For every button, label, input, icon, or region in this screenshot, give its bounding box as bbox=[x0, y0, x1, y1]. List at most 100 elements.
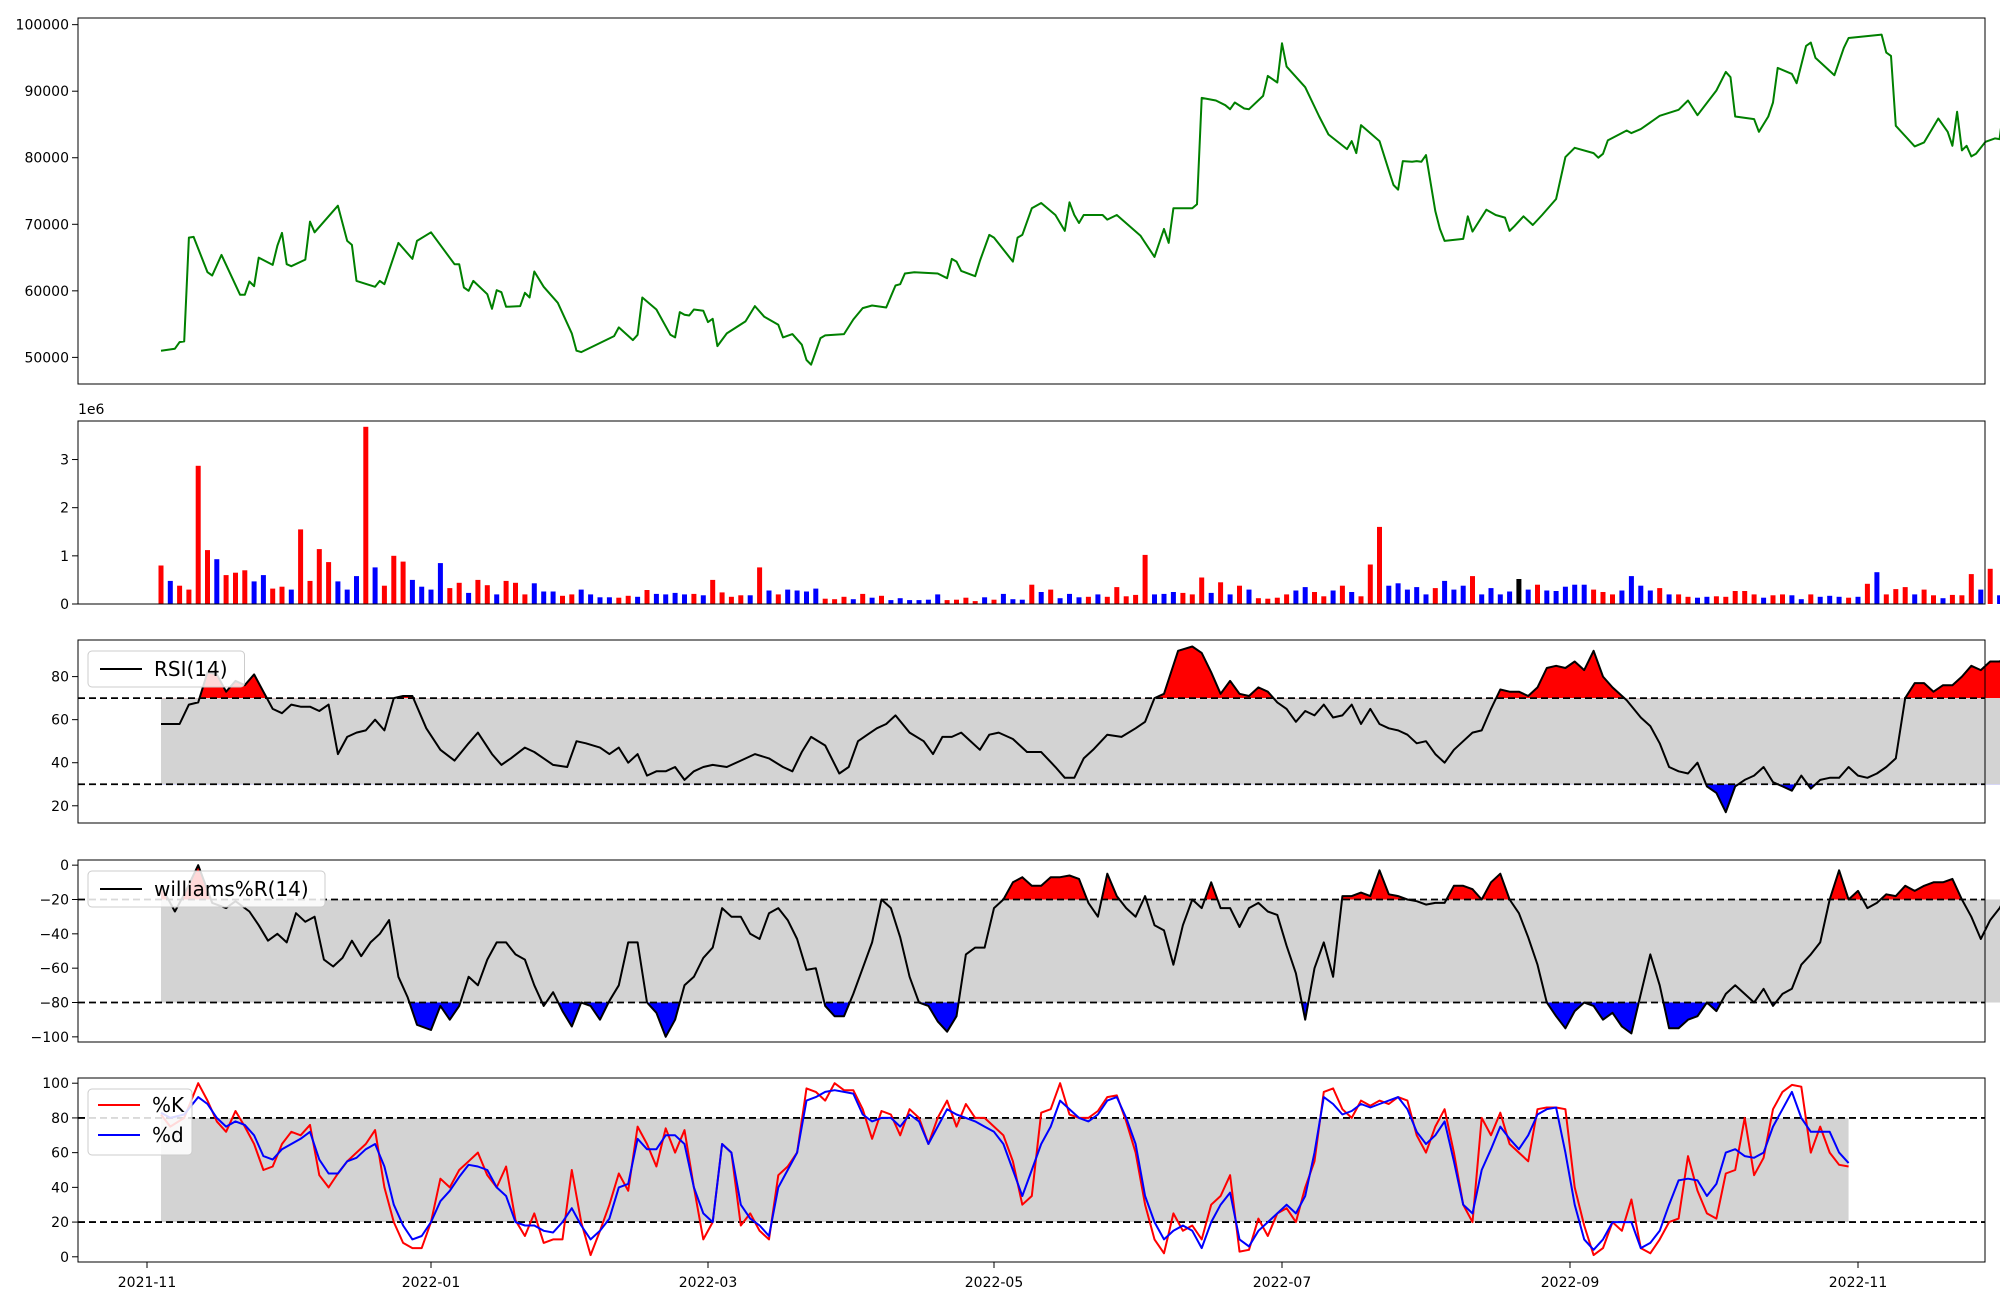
volume-ytick-label: 2 bbox=[60, 501, 69, 517]
volume-bar bbox=[963, 597, 969, 604]
volume-bar bbox=[1265, 598, 1271, 604]
williams_r-legend-label: williams%R(14) bbox=[154, 877, 309, 901]
volume-bar bbox=[1619, 590, 1625, 604]
x-tick-label: 2022-03 bbox=[679, 1275, 738, 1291]
rsi-legend-box bbox=[87, 650, 245, 688]
volume-bar bbox=[503, 580, 509, 604]
volume-bar bbox=[1657, 588, 1663, 604]
volume-bar bbox=[560, 595, 565, 604]
rsi-overbought-fill bbox=[161, 646, 2000, 699]
stochastic-ytick-label: 80 bbox=[51, 1111, 69, 1127]
williams_r-ytick-label: −20 bbox=[39, 892, 69, 908]
rsi-ytick-label: 80 bbox=[51, 670, 69, 686]
volume-bar bbox=[1085, 596, 1091, 604]
volume-bar bbox=[1535, 584, 1540, 604]
volume-bar bbox=[260, 575, 266, 604]
volume-bar bbox=[1572, 584, 1578, 604]
volume-bar bbox=[738, 595, 744, 604]
volume-bar bbox=[1293, 590, 1299, 604]
stochastic-ytick-label: 20 bbox=[51, 1215, 69, 1231]
volume-bar bbox=[1562, 586, 1568, 604]
rsi-legend-label: RSI(14) bbox=[154, 657, 228, 681]
price-ytick-label: 60000 bbox=[24, 284, 69, 300]
volume-bar bbox=[1161, 593, 1167, 604]
volume-bar bbox=[158, 565, 164, 604]
volume-bar bbox=[1152, 594, 1157, 604]
volume-bar bbox=[804, 591, 809, 604]
volume-bar bbox=[822, 598, 828, 604]
volume-bar bbox=[982, 597, 988, 604]
volume-bar bbox=[1780, 594, 1785, 604]
volume-bar bbox=[907, 600, 913, 604]
volume-ytick-label: 1 bbox=[60, 549, 69, 565]
volume-bar bbox=[1284, 594, 1290, 604]
volume-ytick-label: 3 bbox=[60, 453, 69, 469]
volume-bar bbox=[1761, 597, 1767, 604]
volume-bar bbox=[1237, 585, 1242, 604]
volume-bar bbox=[1395, 583, 1401, 604]
williams_r-band bbox=[160, 899, 2000, 1003]
volume-bar bbox=[1349, 592, 1355, 604]
volume-offset-text: 1e6 bbox=[78, 402, 105, 418]
volume-bar bbox=[1742, 591, 1748, 604]
stochastic-axes-frame bbox=[77, 1077, 1986, 1263]
volume-bar bbox=[447, 588, 453, 604]
volume-bar bbox=[1432, 588, 1438, 604]
williams_r-line bbox=[160, 864, 2000, 1038]
volume-bar bbox=[719, 592, 725, 604]
volume-bar bbox=[1330, 590, 1336, 604]
volume-bar bbox=[597, 597, 603, 604]
volume-bar bbox=[223, 575, 229, 604]
stochastic-ytick-label: 0 bbox=[60, 1250, 69, 1266]
volume-bar bbox=[635, 596, 641, 604]
volume-bar bbox=[307, 580, 313, 604]
volume-bar bbox=[935, 594, 941, 604]
volume-bar bbox=[1199, 577, 1205, 604]
volume-bar bbox=[1123, 596, 1129, 604]
volume-bar bbox=[1133, 594, 1139, 604]
volume-bar bbox=[766, 590, 772, 604]
volume-bar bbox=[1029, 584, 1035, 604]
volume-bar bbox=[1732, 591, 1738, 604]
volume-bar bbox=[1274, 597, 1280, 604]
stochastic-ytick-label: 60 bbox=[51, 1146, 69, 1162]
volume-bar bbox=[1377, 526, 1382, 604]
volume-bar bbox=[344, 589, 350, 604]
volume-bar bbox=[869, 597, 875, 604]
volume-bar bbox=[1246, 589, 1252, 604]
volume-bar bbox=[372, 567, 378, 604]
volume-bar bbox=[1912, 594, 1918, 604]
volume-bar bbox=[606, 597, 612, 604]
williams_r-ytick-label: −60 bbox=[39, 961, 69, 977]
volume-bar bbox=[214, 559, 220, 604]
volume-bar bbox=[484, 585, 490, 604]
volume-bar bbox=[1751, 594, 1757, 604]
volume-bar bbox=[888, 600, 894, 604]
volume-bar bbox=[1488, 588, 1494, 604]
volume-bar bbox=[391, 555, 397, 604]
rsi-ytick-label: 20 bbox=[51, 799, 69, 815]
volume-bar bbox=[1978, 589, 1984, 604]
volume-bar bbox=[298, 529, 304, 604]
williams_r-ytick-label: −80 bbox=[39, 996, 69, 1012]
volume-bar bbox=[354, 576, 359, 604]
volume-bar bbox=[1610, 594, 1615, 604]
volume-bar bbox=[456, 582, 462, 604]
volume-bar bbox=[682, 594, 687, 604]
volume-bar bbox=[794, 590, 800, 604]
volume-bar bbox=[1386, 585, 1392, 604]
volume-axes-frame bbox=[77, 420, 1986, 605]
volume-bar bbox=[710, 579, 716, 604]
x-tick-label: 2022-05 bbox=[965, 1275, 1024, 1291]
volume-bar bbox=[1638, 585, 1644, 604]
volume-bar bbox=[1170, 592, 1176, 604]
volume-bar bbox=[475, 579, 481, 604]
x-tick-label: 2022-09 bbox=[1541, 1275, 1600, 1291]
williams_r-legend-box bbox=[87, 870, 326, 908]
volume-bar bbox=[1525, 589, 1531, 604]
stochastic-band bbox=[160, 1117, 1849, 1223]
volume-bar bbox=[775, 594, 781, 604]
stochastic-line-k bbox=[160, 1082, 1849, 1257]
